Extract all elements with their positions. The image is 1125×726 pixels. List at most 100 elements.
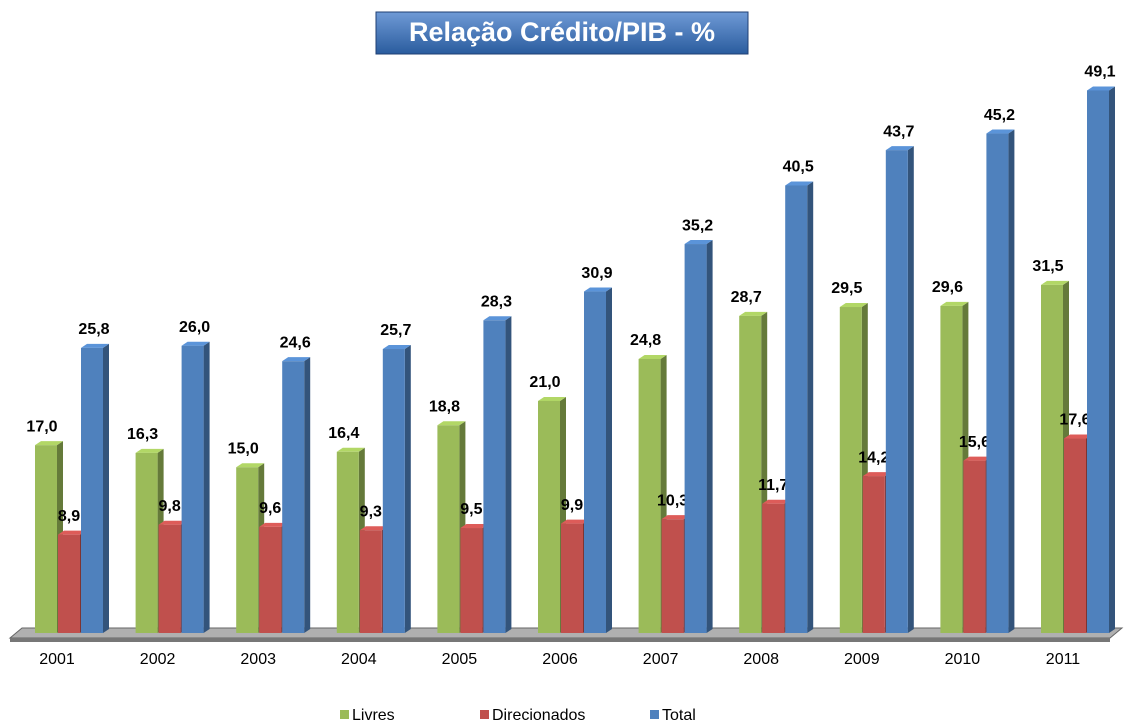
value-label: 11,7 <box>758 477 788 494</box>
bar-top <box>336 447 365 452</box>
bar <box>940 305 963 633</box>
bar <box>785 185 808 633</box>
x-tick-label: 2001 <box>39 651 75 668</box>
bar <box>661 519 684 633</box>
bar-top <box>135 448 164 453</box>
value-label: 49,1 <box>1084 64 1115 81</box>
bar-top <box>81 343 109 348</box>
bar-top <box>158 520 187 525</box>
bar-top <box>1041 280 1069 285</box>
value-label: 17,6 <box>1059 412 1090 429</box>
value-label: 8,9 <box>58 508 80 525</box>
value-label: 28,3 <box>481 294 512 311</box>
bar <box>437 425 460 633</box>
bar <box>236 467 259 633</box>
bar-side <box>706 240 713 634</box>
bar <box>762 503 785 633</box>
bar <box>382 349 405 633</box>
bar <box>135 452 158 633</box>
value-label: 17,0 <box>26 418 57 435</box>
legend-label: Total <box>662 707 696 724</box>
value-label: 30,9 <box>581 265 612 282</box>
value-label: 9,5 <box>460 501 482 518</box>
bar <box>483 320 506 633</box>
x-tick-label: 2008 <box>743 651 779 668</box>
bar-top <box>839 303 868 308</box>
bar-top <box>58 530 86 535</box>
value-label: 29,5 <box>831 280 862 297</box>
bar-side <box>203 341 210 633</box>
value-label: 15,0 <box>228 440 259 457</box>
bar-side <box>1109 86 1115 633</box>
bar <box>739 315 762 633</box>
bar-top <box>785 181 814 186</box>
bar-top <box>684 240 713 245</box>
chart-title: Relação Crédito/PIB - % <box>409 17 715 47</box>
x-tick-label: 2002 <box>140 651 176 668</box>
value-label: 25,8 <box>78 321 109 338</box>
x-tick-label: 2005 <box>442 651 478 668</box>
value-label: 40,5 <box>783 159 814 176</box>
x-tick-label: 2004 <box>341 651 377 668</box>
value-label: 18,8 <box>429 398 460 415</box>
value-label: 9,8 <box>158 498 180 515</box>
value-label: 24,6 <box>280 334 311 351</box>
bar <box>963 460 986 633</box>
value-label: 21,0 <box>529 374 560 391</box>
bar-top <box>259 522 288 527</box>
bar-top <box>940 301 969 306</box>
bar <box>839 307 862 633</box>
x-tick-label: 2009 <box>844 651 880 668</box>
bar-side <box>404 345 411 633</box>
bar <box>158 524 181 633</box>
bar <box>684 244 707 634</box>
x-tick-label: 2011 <box>1046 651 1081 668</box>
bar <box>359 530 382 633</box>
bar-top <box>762 499 791 504</box>
value-label: 9,3 <box>360 503 382 520</box>
value-label: 29,6 <box>932 279 963 296</box>
x-tick-label: 2007 <box>643 651 679 668</box>
x-tick-label: 2006 <box>542 651 578 668</box>
value-label: 16,3 <box>127 426 158 443</box>
bar <box>638 358 661 633</box>
value-label: 35,2 <box>682 217 713 234</box>
bar-top <box>739 311 768 316</box>
x-tick-label: 2003 <box>240 651 276 668</box>
bar-top <box>181 341 210 346</box>
value-label: 10,3 <box>657 492 688 509</box>
legend-label: Direcionados <box>492 707 585 724</box>
value-label: 16,4 <box>328 425 359 442</box>
bar-side <box>907 146 914 634</box>
bar-top <box>1064 434 1092 439</box>
bar-side <box>505 316 512 633</box>
bar-top <box>538 396 566 401</box>
bar <box>1087 90 1109 633</box>
legend-label: Livres <box>352 707 395 724</box>
bar-top <box>437 421 466 426</box>
value-label: 24,8 <box>630 332 661 349</box>
value-label: 45,2 <box>984 107 1015 124</box>
legend-swatch <box>340 710 349 719</box>
bar <box>986 133 1009 634</box>
bar-top <box>460 524 489 529</box>
bar-side <box>807 181 814 633</box>
value-label: 9,6 <box>259 500 281 517</box>
bar-top <box>483 316 512 321</box>
legend-swatch <box>480 710 489 719</box>
bar-top <box>282 357 311 362</box>
bar <box>259 526 282 633</box>
bar <box>35 445 57 633</box>
bar <box>538 400 560 633</box>
legend-swatch <box>650 710 659 719</box>
bar-top <box>885 146 914 151</box>
value-label: 31,5 <box>1032 258 1063 275</box>
bar-side <box>103 343 109 633</box>
bar-top <box>236 463 265 468</box>
title-box <box>375 11 749 55</box>
bar-top <box>661 515 690 520</box>
bar-top <box>382 345 411 350</box>
value-label: 43,7 <box>883 123 914 140</box>
bar <box>885 150 908 634</box>
